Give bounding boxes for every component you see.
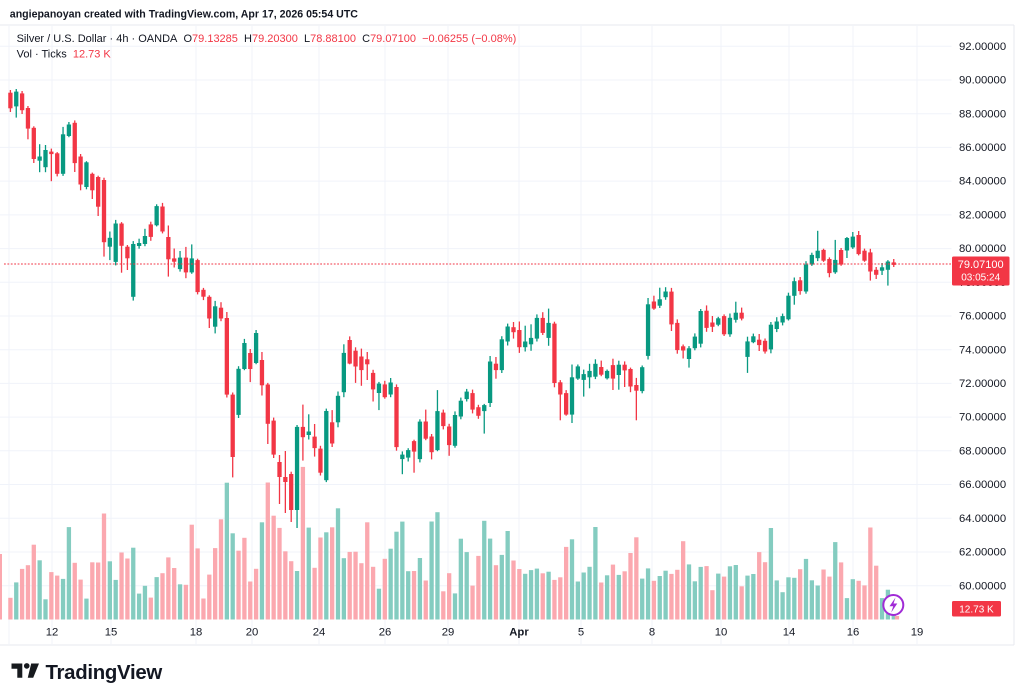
svg-text:24: 24 [313,627,326,639]
svg-text:88.00000: 88.00000 [959,108,1006,120]
svg-text:26: 26 [379,627,392,639]
svg-text:64.00000: 64.00000 [959,513,1006,525]
svg-text:Apr: Apr [509,627,529,639]
svg-text:66.00000: 66.00000 [959,479,1006,491]
svg-text:03:05:24: 03:05:24 [961,273,1000,284]
svg-text:82.00000: 82.00000 [959,210,1006,222]
svg-text:18: 18 [190,627,203,639]
svg-text:8: 8 [649,627,655,639]
svg-text:60.00000: 60.00000 [959,580,1006,592]
svg-text:72.00000: 72.00000 [959,378,1006,390]
svg-text:70.00000: 70.00000 [959,412,1006,424]
svg-text:62.00000: 62.00000 [959,547,1006,559]
svg-text:Vol · Ticks 12.73 K: Vol · Ticks 12.73 K [17,49,112,61]
svg-text:86.00000: 86.00000 [959,142,1006,154]
svg-text:76.00000: 76.00000 [959,311,1006,323]
svg-text:79.07100: 79.07100 [958,259,1004,271]
svg-text:angiepanoyan created with Trad: angiepanoyan created with TradingView.co… [10,9,358,21]
svg-text:Silver / U.S. Dollar · 4h · OA: Silver / U.S. Dollar · 4h · OANDA O79.13… [17,33,517,45]
svg-text:12: 12 [46,627,59,639]
svg-text:84.00000: 84.00000 [959,176,1006,188]
svg-text:74.00000: 74.00000 [959,344,1006,356]
svg-text:5: 5 [578,627,584,639]
svg-text:29: 29 [442,627,455,639]
svg-text:20: 20 [246,627,259,639]
svg-text:80.00000: 80.00000 [959,243,1006,255]
svg-text:90.00000: 90.00000 [959,75,1006,87]
svg-text:14: 14 [783,627,796,639]
svg-text:16: 16 [847,627,860,639]
svg-text:10: 10 [715,627,728,639]
svg-text:12.73 K: 12.73 K [959,605,994,616]
svg-text:15: 15 [105,627,118,639]
svg-text:92.00000: 92.00000 [959,41,1006,53]
svg-text:TradingView: TradingView [46,662,163,684]
svg-text:68.00000: 68.00000 [959,445,1006,457]
svg-text:19: 19 [911,627,924,639]
